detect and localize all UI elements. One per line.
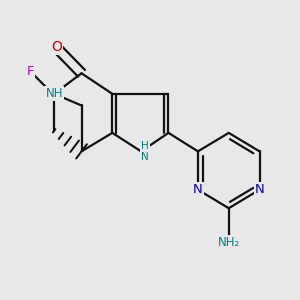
Text: F: F <box>26 65 34 78</box>
Text: N: N <box>193 183 203 196</box>
Text: O: O <box>51 40 62 54</box>
Text: NH₂: NH₂ <box>218 236 240 249</box>
Text: H
N: H N <box>141 141 149 162</box>
Text: N: N <box>255 183 264 196</box>
Text: NH: NH <box>45 87 63 101</box>
